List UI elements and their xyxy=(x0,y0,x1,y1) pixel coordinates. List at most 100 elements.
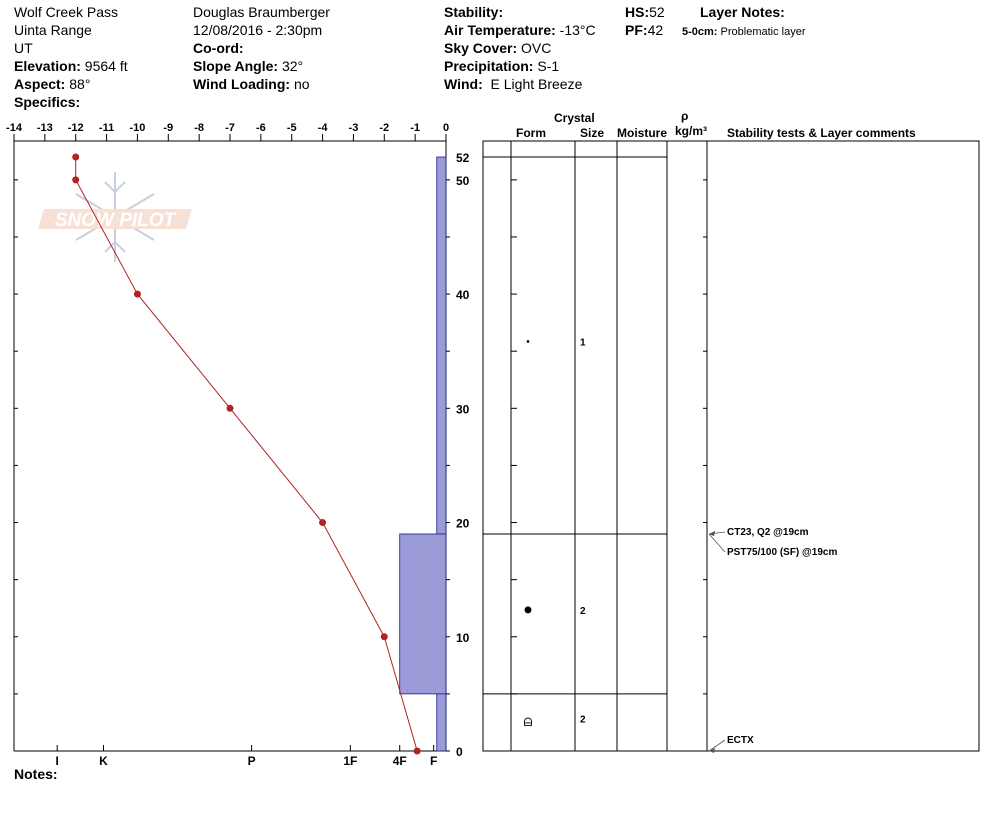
temp-tick-label: -3 xyxy=(349,122,359,134)
stability-test-label: ECTX xyxy=(727,735,754,746)
temp-tick-label: -7 xyxy=(225,122,235,134)
height-tick-label: 40 xyxy=(456,288,470,302)
hardness-bar xyxy=(399,533,447,695)
hardness-bar xyxy=(436,156,447,535)
wind-loading-value: no xyxy=(293,76,310,92)
height-tick-label: 10 xyxy=(456,631,470,645)
faceted-grain-shape xyxy=(524,717,532,726)
temperature-line xyxy=(75,157,418,752)
grain-size-label: 2 xyxy=(580,714,586,725)
temp-tick-label: -12 xyxy=(68,122,84,134)
table-frame xyxy=(482,140,980,752)
snow-height: HS:52 xyxy=(625,4,665,21)
hardness-tick-label: K xyxy=(99,754,108,768)
layer-notes-label: Layer Notes: xyxy=(700,4,785,20)
observer-name: Douglas Braumberger xyxy=(193,4,330,20)
sky-label: Sky Cover: xyxy=(444,40,518,56)
hardness-profile xyxy=(399,156,447,752)
range-name: Uinta Range xyxy=(14,22,92,38)
stability-arrowhead xyxy=(709,530,715,536)
watermark-banner xyxy=(38,209,192,229)
grain-size-label: 2 xyxy=(580,606,586,617)
stability-arrow xyxy=(708,533,726,553)
temp-tick-label: -1 xyxy=(410,122,420,134)
rounded-grain-icon xyxy=(524,606,532,614)
form-header: Form xyxy=(516,126,546,140)
precipitation: Precipitation: S-1 xyxy=(444,58,559,75)
slope-angle: Slope Angle: 32° xyxy=(193,58,303,75)
temperature-point xyxy=(413,747,421,755)
aspect-label: Aspect: xyxy=(14,76,66,92)
stability-test-label: CT23, Q2 @19cm xyxy=(727,527,809,538)
temp-tick-label: -2 xyxy=(379,122,389,134)
temp-tick-label: -6 xyxy=(256,122,266,134)
hardness-tick-label: F xyxy=(430,754,437,768)
layer-note-range: 5-0cm: xyxy=(682,26,718,38)
pf-label: PF: xyxy=(625,22,648,38)
temperature-point xyxy=(380,633,388,641)
stability-label: Stability: xyxy=(444,4,504,20)
hardness-bar xyxy=(436,693,447,752)
wind-loading: Wind Loading: no xyxy=(193,76,310,93)
height-tick-label: 20 xyxy=(456,517,470,531)
air-temp-value: -13°C xyxy=(559,22,596,38)
temperature-point xyxy=(226,404,234,412)
wind: Wind: E Light Breeze xyxy=(444,76,582,93)
grain-size-label: 1 xyxy=(580,337,586,348)
density-unit-header: kg/m³ xyxy=(675,124,708,138)
hardness-tick-label: I xyxy=(56,754,59,768)
moisture-header: Moisture xyxy=(617,126,668,140)
snowpilot-watermark: SNOW PILOT xyxy=(38,172,192,262)
hs-label: HS: xyxy=(625,4,650,20)
watermark-text: SNOW PILOT xyxy=(55,210,177,231)
height-tick-label: 50 xyxy=(456,174,470,188)
hs-value: 52 xyxy=(649,4,665,20)
wind-label: Wind: xyxy=(444,76,483,92)
elevation: Elevation: 9564 ft xyxy=(14,58,128,75)
temperature-profile xyxy=(72,153,421,755)
air-temp-label: Air Temperature: xyxy=(444,22,556,38)
sky-value: OVC xyxy=(521,40,552,56)
rho-header: ρ xyxy=(681,109,689,123)
height-tick-label: 30 xyxy=(456,402,470,416)
temp-tick-label: -5 xyxy=(287,122,297,134)
crystal-header: Crystal xyxy=(554,111,595,125)
hardness-tick-label: P xyxy=(248,754,256,768)
aspect: Aspect: 88° xyxy=(14,76,90,93)
state-name: UT xyxy=(14,40,33,56)
coord-label: Co-ord: xyxy=(193,40,244,56)
layer-note: 5-0cm: Problematic layer xyxy=(682,24,806,41)
layer-table: 1 2 2 ECTX CT23, Q2 @19cm PST75/100 (SF) @19c… xyxy=(482,140,980,753)
hardness-tick-label: 4F xyxy=(393,754,407,768)
elevation-label: Elevation: xyxy=(14,58,81,74)
specifics-label: Specifics: xyxy=(14,94,81,110)
size-header: Size xyxy=(580,126,605,140)
temp-tick-label: -13 xyxy=(37,122,53,134)
rounded-grain-icon xyxy=(526,340,530,343)
stability-arrowhead xyxy=(709,748,715,753)
stability-test-label: PST75/100 (SF) @19cm xyxy=(727,547,837,558)
temp-tick-label: -10 xyxy=(129,122,145,134)
temperature-point xyxy=(72,153,80,161)
temp-tick-label: 0 xyxy=(443,122,449,134)
temp-tick-label: -9 xyxy=(163,122,173,134)
precip-label: Precipitation: xyxy=(444,58,534,74)
slope-label: Slope Angle: xyxy=(193,58,279,74)
temp-tick-label: -11 xyxy=(99,122,114,134)
height-tick-label: 52 xyxy=(456,151,470,165)
aspect-value: 88° xyxy=(69,76,91,92)
air-temperature: Air Temperature: -13°C xyxy=(444,22,596,39)
notes-label: Notes: xyxy=(14,766,58,782)
temperature-point xyxy=(133,290,141,298)
penetration-foot: PF:42 xyxy=(625,22,663,39)
stability-arrow xyxy=(708,739,726,752)
precip-value: S-1 xyxy=(537,58,560,74)
temp-tick-label: -4 xyxy=(318,122,329,134)
sky-cover: Sky Cover: OVC xyxy=(444,40,551,57)
observation-datetime: 12/08/2016 - 2:30pm xyxy=(193,22,323,38)
elevation-value: 9564 ft xyxy=(84,58,128,74)
temp-tick-label: -14 xyxy=(6,122,23,134)
stability-comments-header: Stability tests & Layer comments xyxy=(727,126,916,140)
layer-note-text: Problematic layer xyxy=(720,26,806,38)
